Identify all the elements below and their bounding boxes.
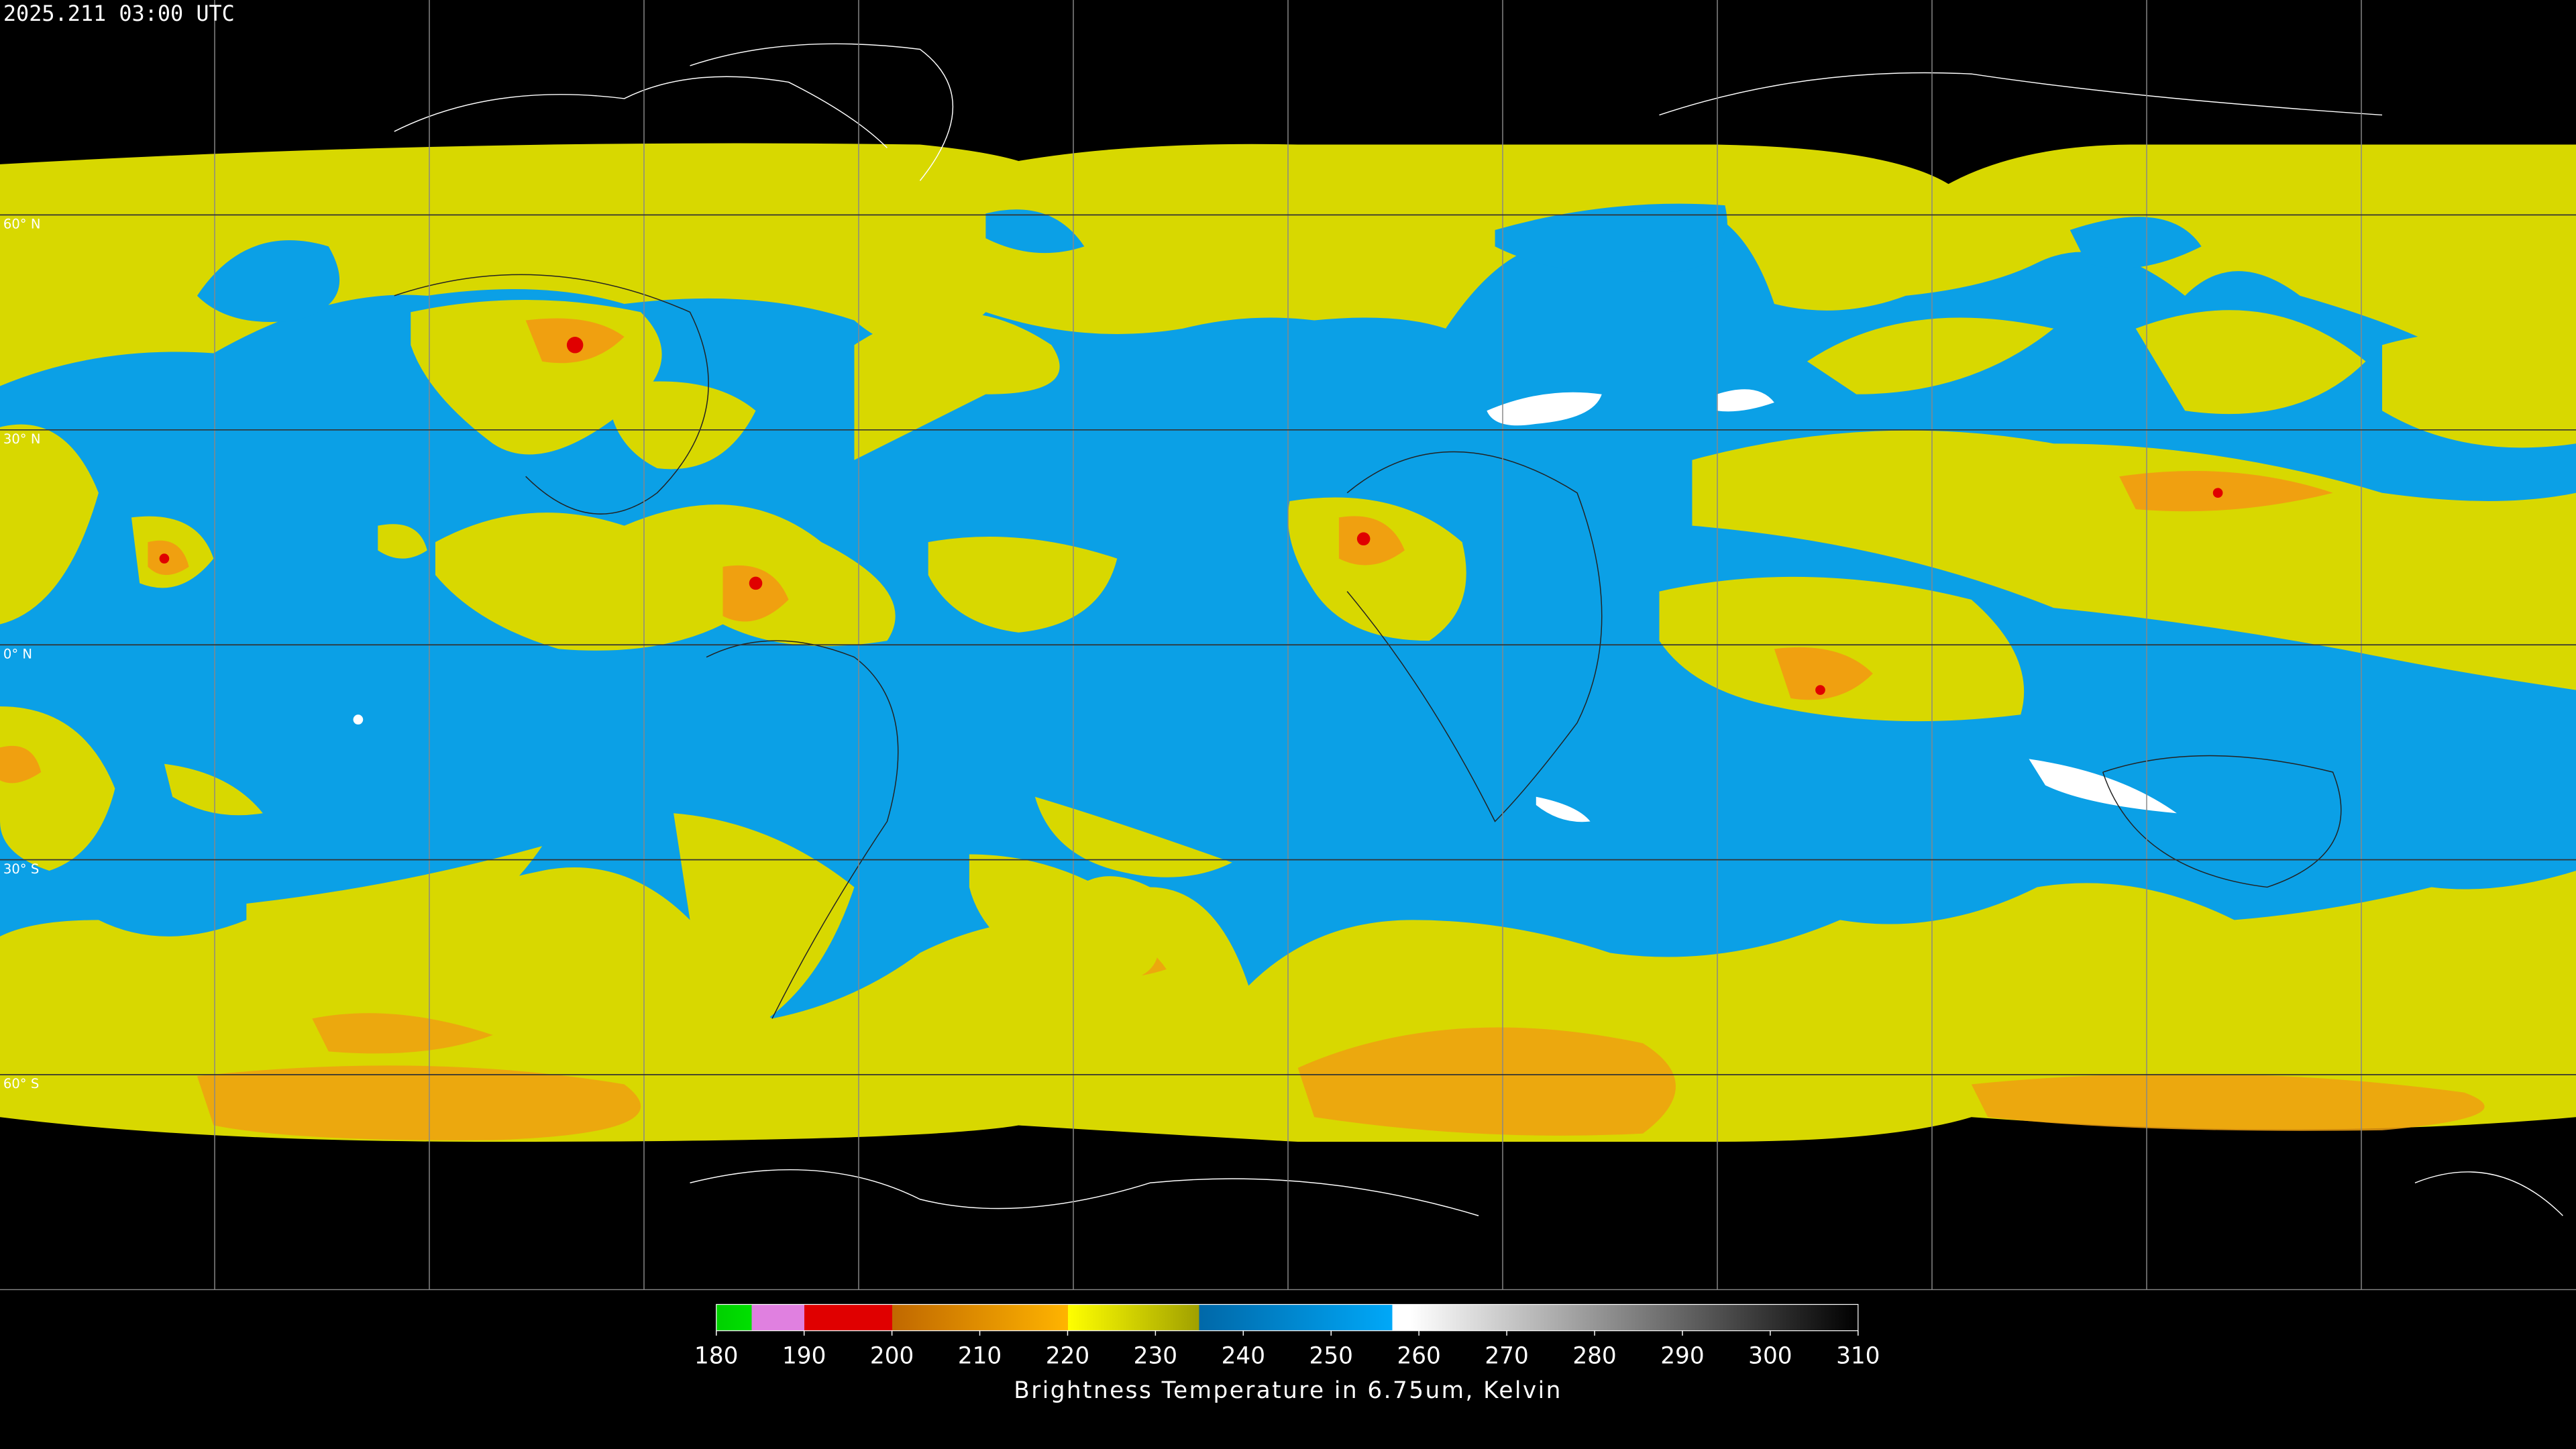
colorbar-tick-label: 230 xyxy=(1134,1342,1177,1369)
colorbar xyxy=(716,1303,1859,1332)
colorbar-tick-label: 250 xyxy=(1309,1342,1353,1369)
blue-north-intrusions xyxy=(197,203,2202,322)
colorbar-tick-label: 310 xyxy=(1836,1342,1880,1369)
coastlines xyxy=(394,274,2342,1019)
cloud-systems xyxy=(0,299,2576,1027)
colorbar-tick-label: 290 xyxy=(1660,1342,1704,1369)
latitude-grid: 60° N 30° N 0° N 30° S 60° S xyxy=(0,214,2576,1091)
latitude-label: 30° N xyxy=(3,431,41,447)
colorbar-tick-label: 220 xyxy=(1046,1342,1089,1369)
latitude-label: 60° N xyxy=(3,217,41,232)
colorbar-tick-label: 240 xyxy=(1222,1342,1265,1369)
land-outlines xyxy=(394,43,2563,1216)
warm-patches xyxy=(353,389,2177,822)
latitude-label: 30° S xyxy=(3,861,39,877)
colorbar-label: Brightness Temperature in 6.75um, Kelvin xyxy=(1014,1377,1562,1404)
colorbar-tick-label: 280 xyxy=(1572,1342,1616,1369)
colorbar-tick-label: 180 xyxy=(694,1342,738,1369)
timestamp: 2025.211 03:00 UTC xyxy=(3,1,235,26)
latitude-label: 0° N xyxy=(3,646,32,661)
colorbar-tick-label: 190 xyxy=(782,1342,826,1369)
colorbar-tick-label: 260 xyxy=(1397,1342,1440,1369)
colorbar-ticks: 180 190 200 210 220 230 240 250 260 270 280 290 300 3… xyxy=(694,1330,1880,1369)
colorbar-tick-label: 200 xyxy=(870,1342,914,1369)
orange-south xyxy=(197,932,2485,1140)
colorbar-tick-label: 300 xyxy=(1748,1342,1792,1369)
colorbar-tick-label: 270 xyxy=(1485,1342,1528,1369)
cold-cores xyxy=(0,318,2333,784)
latitude-label: 60° S xyxy=(3,1076,39,1091)
colorbar-tick-label: 210 xyxy=(958,1342,1002,1369)
